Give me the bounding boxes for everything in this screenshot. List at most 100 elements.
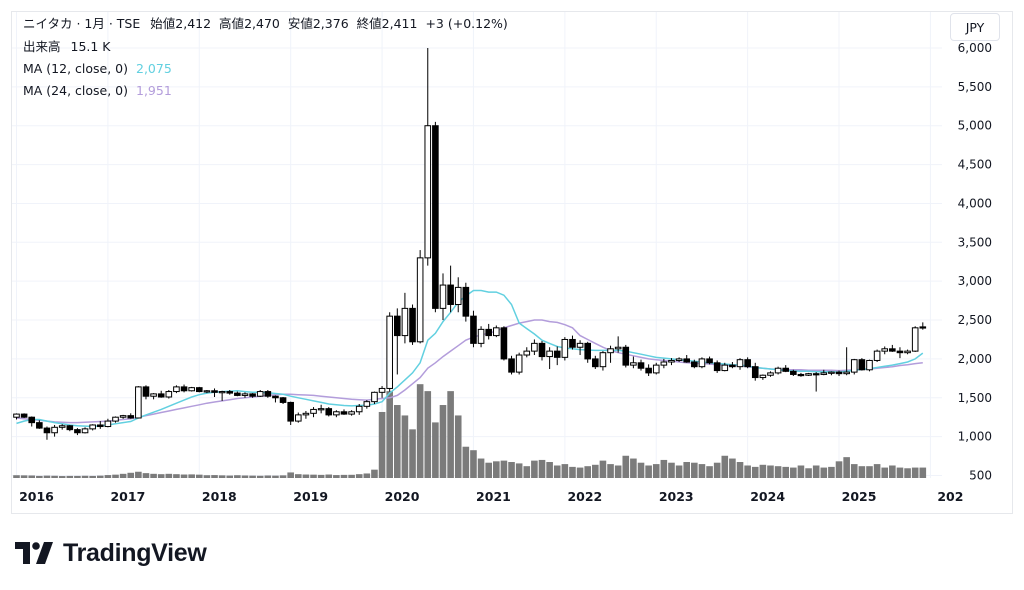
volume-bar — [432, 422, 439, 478]
symbol-title[interactable]: ニイタカ · 1月 · TSE — [23, 16, 141, 31]
volume-bar — [234, 475, 241, 478]
volume-bar — [454, 415, 462, 478]
candle — [424, 47, 432, 266]
volume-bar — [896, 467, 904, 478]
candle — [515, 352, 523, 375]
candle — [660, 358, 668, 369]
candle — [790, 369, 797, 377]
candle-body — [599, 352, 607, 368]
candle-body — [850, 359, 858, 373]
currency-button[interactable]: JPY — [950, 13, 1000, 41]
candle-body — [614, 346, 622, 350]
candle — [652, 362, 660, 375]
volume-bar — [500, 460, 508, 478]
ma12-legend[interactable]: MA (12, close, 0) 2,075 — [23, 60, 172, 77]
candle — [348, 410, 355, 416]
candle — [668, 358, 675, 366]
candle — [127, 413, 135, 419]
candle-body — [432, 125, 439, 309]
volume-bar — [493, 461, 500, 478]
volume-bar — [294, 474, 302, 478]
volume-bar — [736, 462, 744, 478]
candle-body — [462, 286, 470, 317]
volume-bar — [691, 462, 698, 478]
candle — [698, 357, 706, 369]
volume-bar — [744, 465, 751, 478]
y-tick-label: 4,000 — [958, 196, 992, 210]
volume-bar — [729, 458, 736, 478]
x-tick-label: 2018 — [202, 489, 237, 504]
candle — [782, 365, 790, 373]
volume-bar — [462, 446, 470, 478]
candle — [553, 346, 561, 366]
candle-body — [820, 372, 828, 375]
chart-frame[interactable] — [11, 11, 1013, 514]
candle-body — [135, 386, 142, 419]
candles — [13, 47, 927, 440]
volume-bar — [13, 475, 20, 478]
candle-body — [340, 411, 348, 415]
candle — [767, 371, 774, 377]
volume-legend[interactable]: 出来高 15.1 K — [23, 38, 111, 55]
candle-body — [881, 348, 889, 352]
high-value: 2,470 — [244, 16, 280, 31]
price-chart[interactable]: 500 1,000 1,500 2,000 2,500 3,000 3,500 4,000 4,… — [0, 0, 1024, 520]
candle — [371, 391, 378, 404]
volume-bar — [195, 474, 203, 478]
candle-body — [355, 405, 363, 413]
volume-bar — [630, 458, 637, 478]
candle — [58, 424, 66, 430]
candle — [500, 326, 508, 361]
candle-body — [515, 354, 523, 373]
candle-body — [896, 350, 904, 354]
candle-body — [919, 326, 927, 329]
candle-body — [706, 358, 713, 364]
ma24-legend[interactable]: MA (24, close, 0) 1,951 — [23, 82, 172, 99]
volume-bar — [911, 467, 919, 478]
volume-bar — [386, 391, 393, 478]
x-tick-label: 2023 — [659, 489, 694, 504]
candle-body — [74, 429, 81, 434]
volume-bar — [683, 462, 691, 478]
candle-body — [561, 338, 569, 358]
candle-body — [13, 413, 20, 418]
candle — [264, 389, 272, 398]
volume-bar — [66, 475, 74, 478]
candle — [416, 250, 424, 344]
candle — [287, 401, 294, 425]
volume-bar — [333, 475, 340, 478]
candle — [409, 304, 416, 345]
candle-body — [523, 350, 531, 356]
candle — [721, 362, 729, 372]
x-tick-label: 2020 — [385, 489, 420, 504]
volume-bar — [873, 464, 881, 478]
candle-body — [287, 401, 294, 422]
volume-bar — [325, 474, 333, 478]
volume-bar — [889, 465, 896, 478]
candle — [630, 356, 637, 369]
volume-bar — [759, 464, 767, 478]
volume-bar — [470, 450, 477, 478]
candle — [759, 374, 767, 380]
candle — [736, 358, 744, 370]
y-tick-label: 1,000 — [958, 430, 992, 444]
candle-body — [378, 387, 386, 393]
tradingview-brand[interactable]: TradingView — [15, 538, 207, 568]
candle — [531, 339, 538, 356]
candle — [104, 418, 112, 428]
volume-bar — [790, 467, 797, 478]
candle-body — [774, 367, 782, 374]
volume-bar — [20, 475, 28, 478]
candle — [241, 392, 249, 398]
volume-bar — [241, 475, 249, 478]
candle — [569, 335, 576, 350]
candle — [211, 388, 218, 397]
candle — [51, 424, 58, 437]
x-tick-label: 2022 — [567, 489, 602, 504]
high-label: 高値 — [219, 16, 245, 31]
candle — [432, 121, 439, 313]
candle-body — [195, 387, 203, 393]
candle — [325, 407, 333, 417]
candle — [454, 277, 462, 313]
volume-bar — [767, 465, 774, 478]
